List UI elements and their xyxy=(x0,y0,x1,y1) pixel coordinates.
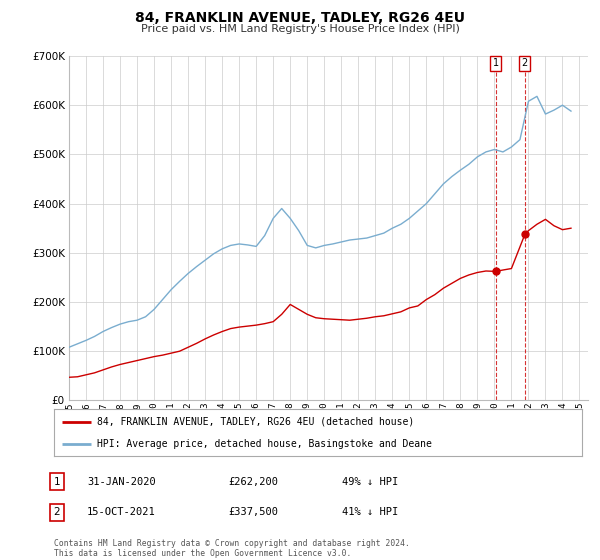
Text: 15-OCT-2021: 15-OCT-2021 xyxy=(87,507,156,517)
Text: 41% ↓ HPI: 41% ↓ HPI xyxy=(342,507,398,517)
Text: 2: 2 xyxy=(53,507,61,517)
Text: 2: 2 xyxy=(522,58,528,68)
Text: £337,500: £337,500 xyxy=(228,507,278,517)
Text: Price paid vs. HM Land Registry's House Price Index (HPI): Price paid vs. HM Land Registry's House … xyxy=(140,24,460,34)
Text: 49% ↓ HPI: 49% ↓ HPI xyxy=(342,477,398,487)
Text: 84, FRANKLIN AVENUE, TADLEY, RG26 4EU (detached house): 84, FRANKLIN AVENUE, TADLEY, RG26 4EU (d… xyxy=(97,417,415,427)
Text: 84, FRANKLIN AVENUE, TADLEY, RG26 4EU: 84, FRANKLIN AVENUE, TADLEY, RG26 4EU xyxy=(135,11,465,25)
Text: Contains HM Land Registry data © Crown copyright and database right 2024.: Contains HM Land Registry data © Crown c… xyxy=(54,539,410,548)
Text: 1: 1 xyxy=(493,58,499,68)
Text: £262,200: £262,200 xyxy=(228,477,278,487)
Text: This data is licensed under the Open Government Licence v3.0.: This data is licensed under the Open Gov… xyxy=(54,549,352,558)
Text: HPI: Average price, detached house, Basingstoke and Deane: HPI: Average price, detached house, Basi… xyxy=(97,438,432,449)
Text: 1: 1 xyxy=(53,477,61,487)
Text: 31-JAN-2020: 31-JAN-2020 xyxy=(87,477,156,487)
